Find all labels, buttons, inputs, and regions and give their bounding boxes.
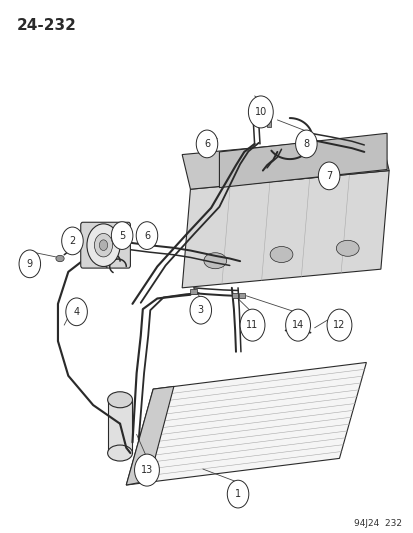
- Circle shape: [248, 96, 273, 128]
- Text: 7: 7: [325, 171, 332, 181]
- Circle shape: [134, 454, 159, 486]
- Ellipse shape: [203, 253, 226, 269]
- Text: 11: 11: [246, 320, 258, 330]
- Circle shape: [196, 130, 217, 158]
- Text: 13: 13: [140, 465, 153, 475]
- Circle shape: [285, 309, 310, 341]
- Text: 9: 9: [27, 259, 33, 269]
- Circle shape: [87, 224, 120, 266]
- Text: 10: 10: [254, 107, 266, 117]
- Ellipse shape: [56, 255, 64, 262]
- Circle shape: [19, 250, 40, 278]
- Polygon shape: [126, 362, 366, 485]
- Ellipse shape: [270, 246, 292, 262]
- Bar: [252, 101, 256, 112]
- Circle shape: [111, 222, 133, 249]
- Text: 6: 6: [144, 231, 150, 240]
- Polygon shape: [107, 400, 132, 453]
- Circle shape: [326, 309, 351, 341]
- Text: 14: 14: [291, 320, 304, 330]
- Circle shape: [295, 130, 316, 158]
- Text: 1: 1: [235, 489, 240, 499]
- Bar: [232, 293, 237, 298]
- Bar: [190, 289, 197, 294]
- FancyBboxPatch shape: [81, 222, 130, 268]
- Circle shape: [62, 227, 83, 255]
- Circle shape: [227, 480, 248, 508]
- Circle shape: [66, 298, 87, 326]
- Text: 4: 4: [74, 307, 79, 317]
- Circle shape: [190, 296, 211, 324]
- Bar: [239, 293, 244, 298]
- Text: 24-232: 24-232: [17, 18, 76, 33]
- Text: 94J24  232: 94J24 232: [353, 519, 401, 528]
- Text: 12: 12: [332, 320, 345, 330]
- Circle shape: [240, 309, 264, 341]
- Bar: [266, 118, 271, 127]
- Polygon shape: [182, 171, 388, 288]
- Polygon shape: [182, 136, 388, 189]
- Circle shape: [136, 222, 157, 249]
- Circle shape: [318, 162, 339, 190]
- Text: 2: 2: [69, 236, 76, 246]
- Text: 3: 3: [197, 305, 203, 315]
- Polygon shape: [126, 386, 173, 485]
- Text: 5: 5: [119, 231, 125, 240]
- Ellipse shape: [107, 445, 132, 461]
- Text: 8: 8: [303, 139, 309, 149]
- Ellipse shape: [336, 240, 358, 256]
- Ellipse shape: [107, 392, 132, 408]
- Circle shape: [94, 233, 112, 257]
- Text: 6: 6: [204, 139, 209, 149]
- Circle shape: [99, 240, 107, 251]
- Polygon shape: [219, 133, 386, 188]
